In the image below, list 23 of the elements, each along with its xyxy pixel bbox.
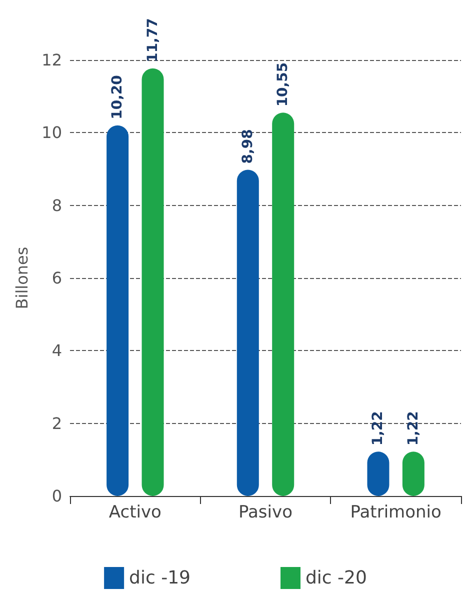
y-tick-label: 8	[52, 196, 62, 215]
data-label: 11,77	[144, 18, 161, 62]
legend-label: dic -19	[129, 568, 191, 588]
data-label: 10,55	[275, 62, 292, 107]
y-tick-label: 12	[42, 50, 62, 70]
data-label: 10,20	[110, 74, 126, 120]
x-tick-label: Pasivo	[238, 502, 292, 522]
x-tick-label: Activo	[108, 502, 162, 522]
y-tick-label: 0	[52, 486, 62, 506]
y-axis-title: Billones	[12, 246, 32, 310]
bar	[106, 125, 129, 496]
bar	[236, 170, 259, 496]
data-label: 1,22	[405, 411, 422, 446]
legend-label: dic -20	[306, 568, 367, 588]
bar	[272, 112, 294, 496]
y-tick-label: 2	[52, 414, 62, 433]
y-tick-label: 6	[52, 268, 62, 288]
bar	[142, 68, 164, 496]
y-tick-label: 4	[52, 341, 62, 360]
data-label: 8,98	[240, 129, 256, 164]
y-tick-label: 10	[42, 123, 62, 142]
data-label: 1,22	[370, 411, 386, 446]
x-tick-label: Patrimonio	[350, 502, 442, 522]
